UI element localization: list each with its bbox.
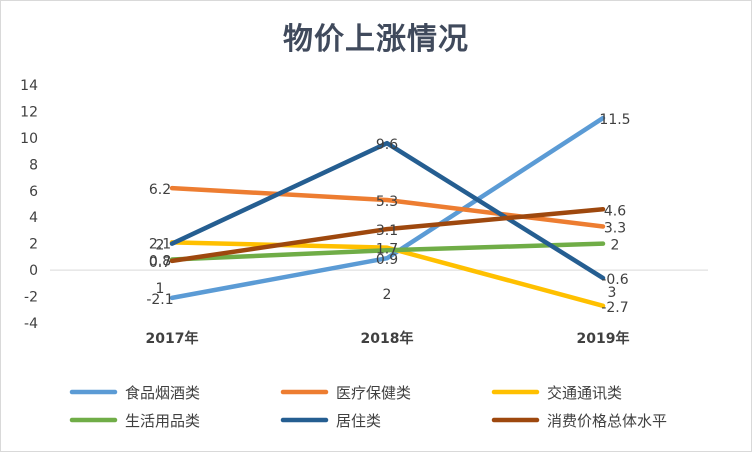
data-label: 2.1 [149,236,171,252]
data-label: 3 [608,285,617,301]
y-tick-label: 4 [29,210,38,226]
x-tick-label: 2018年 [361,330,414,347]
series-line [169,207,606,264]
data-label: 4.6 [604,203,626,219]
data-label: 3.3 [604,220,626,236]
legend-label: 居住类 [336,412,381,430]
data-label: 6.2 [149,182,171,198]
data-label: 0.9 [376,252,398,268]
legend-label: 交通通讯类 [547,384,622,402]
x-tick-label: 2019年 [577,330,630,347]
data-label: -2.7 [601,300,628,316]
data-label: 3.1 [376,223,398,239]
series-line [169,240,606,309]
data-label: 1 [156,281,165,297]
legend-label: 医疗保健类 [336,384,411,402]
y-tick-label: 8 [29,157,38,173]
legend-label: 食品烟酒类 [125,384,200,402]
data-label: 2 [383,287,392,303]
y-tick-label: -4 [24,316,38,332]
data-label: 0.8 [149,254,171,270]
y-tick-label: 0 [29,263,38,279]
data-label: 2 [611,238,620,254]
series-line [169,140,606,281]
series-line [169,115,606,301]
y-tick-label: 10 [20,131,38,147]
data-label: 2 [156,238,165,254]
series-line [169,241,606,262]
data-label: 5.3 [376,194,398,210]
data-label: 1.7 [376,242,398,258]
legend-label: 生活用品类 [125,412,200,430]
y-tick-label: -2 [24,290,38,306]
data-label: 9.6 [376,137,398,153]
y-tick-label: 6 [29,184,38,200]
y-tick-label: 12 [20,104,38,120]
data-label: -2.1 [146,292,173,308]
y-tick-label: 14 [20,78,38,94]
data-label: 11.5 [599,112,630,128]
data-label: 0.7 [149,255,171,271]
data-label: -0.6 [601,272,628,288]
y-tick-label: 2 [29,237,38,253]
legend-label: 消费价格总体水平 [547,412,667,430]
x-tick-label: 2017年 [146,330,199,347]
chart-title: 物价上涨情况 [283,22,469,57]
